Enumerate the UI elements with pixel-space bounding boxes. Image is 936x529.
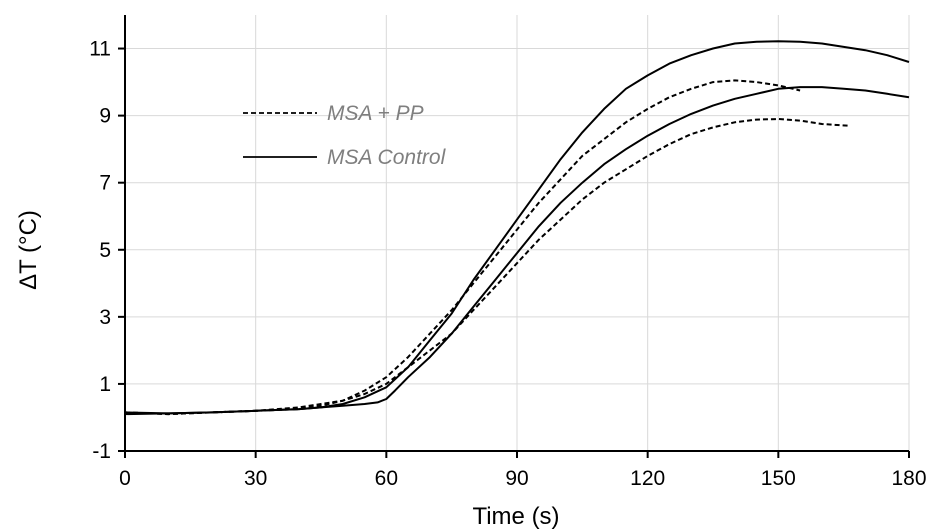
- vertical-gridlines: [255, 15, 910, 451]
- y-axis-title: ΔT (°C): [15, 210, 42, 290]
- legend: MSA + PP MSA Control: [243, 102, 447, 169]
- y-tick-label: 5: [99, 239, 111, 262]
- x-axis-title: Time (s): [472, 503, 559, 529]
- x-axis-ticks: [124, 451, 910, 458]
- x-tick-label: 90: [505, 467, 528, 490]
- legend-label-msa-pp: MSA + PP: [327, 102, 424, 125]
- x-tick-label: 30: [244, 467, 267, 490]
- horizontal-gridlines: [125, 48, 909, 385]
- y-axis-ticks: [118, 47, 125, 452]
- x-tick-label: 60: [375, 467, 398, 490]
- x-tick-label: 120: [630, 467, 665, 490]
- x-tick-label: 150: [761, 467, 796, 490]
- y-tick-label: 7: [99, 172, 111, 195]
- y-tick-label: 3: [99, 306, 111, 329]
- y-tick-labels: -1 1 3 5 7 9 11: [89, 38, 111, 463]
- x-tick-labels: 0 30 60 90 120 150 180: [119, 467, 926, 490]
- y-tick-label: 1: [99, 373, 111, 396]
- legend-label-msa-control: MSA Control: [327, 146, 447, 169]
- x-tick-label: 0: [119, 467, 131, 490]
- series-line-msa-pp-1: [124, 118, 849, 416]
- y-tick-label: 11: [89, 38, 111, 61]
- series-line-msa-control-3: [124, 86, 910, 416]
- series-line-msa-control-4: [124, 40, 910, 415]
- series-line-msa-pp-2: [124, 79, 801, 416]
- y-tick-label: -1: [92, 440, 111, 463]
- series-layer: [124, 40, 910, 416]
- y-tick-label: 9: [99, 105, 111, 128]
- x-tick-label: 180: [891, 467, 926, 490]
